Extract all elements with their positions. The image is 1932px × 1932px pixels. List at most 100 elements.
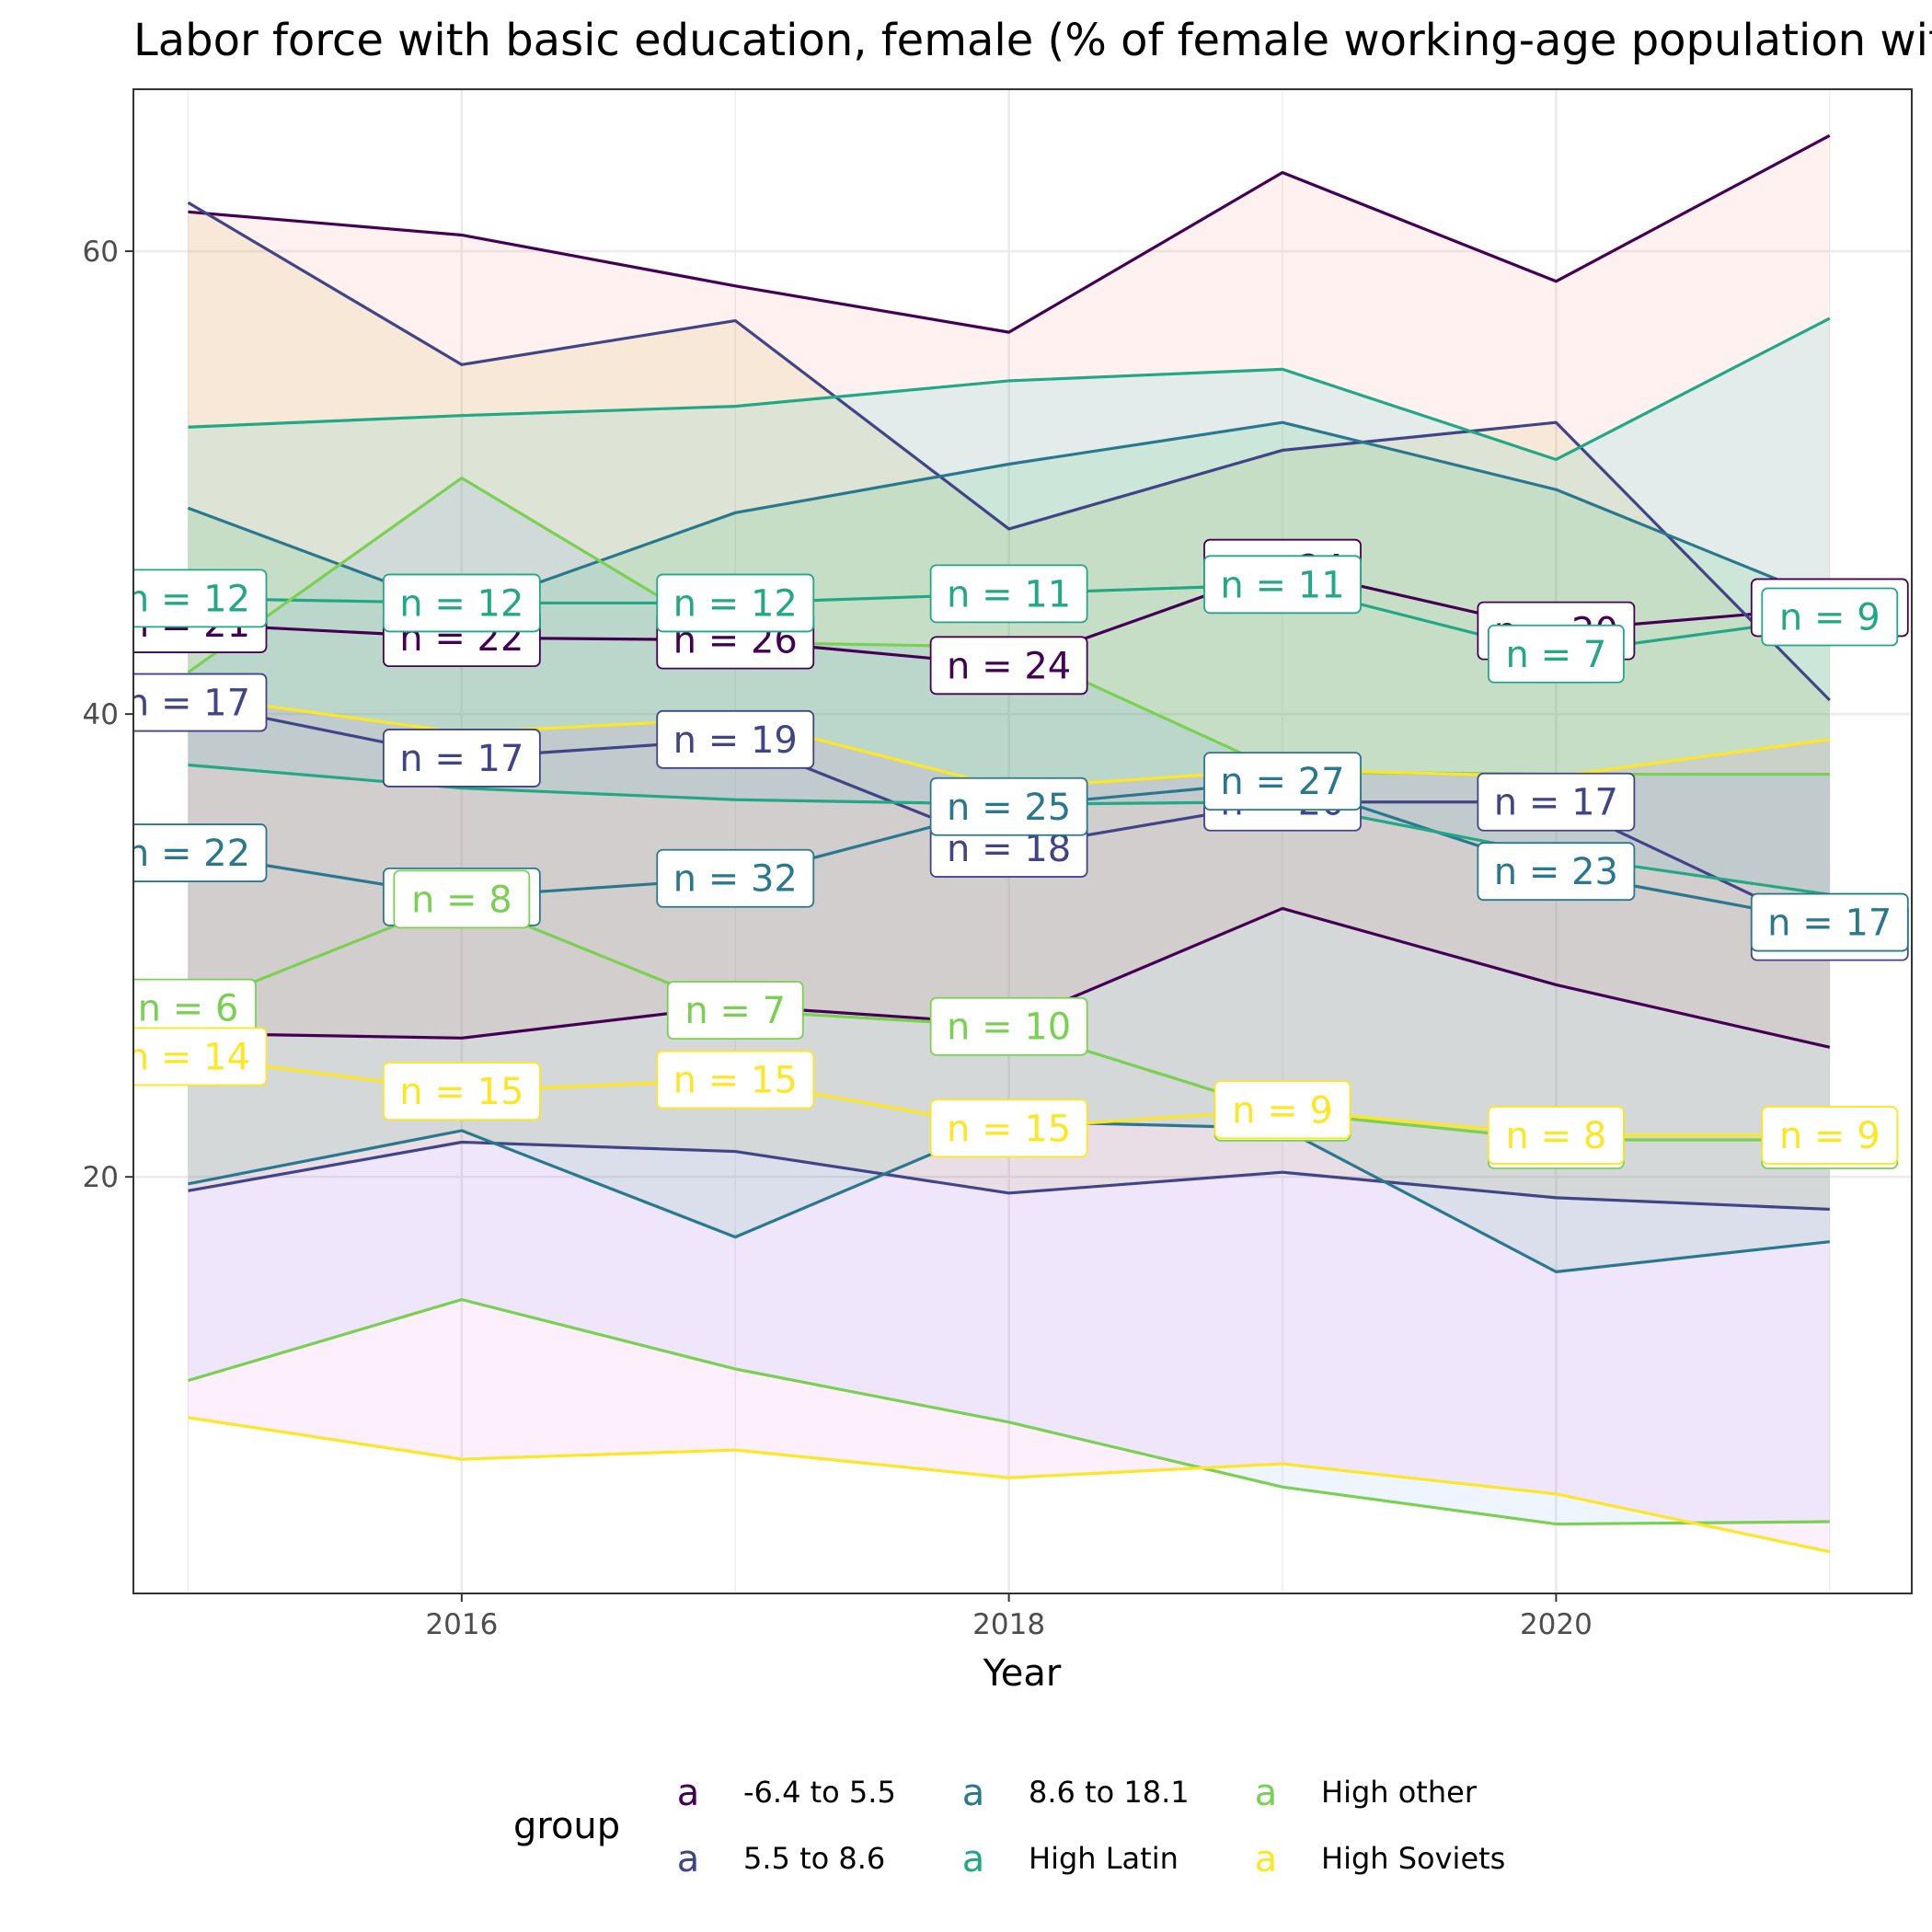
n-label-box bbox=[133, 1027, 268, 1087]
n-label: n = 32 bbox=[656, 848, 815, 908]
legend-label: 8.6 to 18.1 bbox=[1029, 1775, 1190, 1810]
x-axis-title: Year bbox=[983, 1652, 1062, 1695]
n-label-box bbox=[382, 573, 541, 633]
n-label-text: n = 12 bbox=[399, 582, 523, 625]
n-label: n = 17 bbox=[133, 673, 268, 732]
n-label-text: n = 17 bbox=[399, 738, 523, 780]
chart-title: Labor force with basic education, female… bbox=[133, 15, 1932, 66]
n-label-box bbox=[1477, 772, 1636, 832]
legend-item-8-6-to-18-1: a 8.6 to 18.1 bbox=[962, 1772, 1190, 1814]
legend-key: a bbox=[677, 1772, 700, 1814]
n-label: n = 12 bbox=[656, 573, 815, 633]
n-label-text: n = 14 bbox=[126, 1036, 250, 1078]
n-label: n = 17 bbox=[382, 729, 541, 788]
n-label: n = 22 bbox=[126, 823, 268, 882]
n-label: n = 11 bbox=[929, 564, 1088, 624]
n-label: n = 14 bbox=[126, 1027, 268, 1087]
n-label: n = 6 bbox=[133, 978, 257, 1038]
n-label: n = 7 bbox=[1488, 624, 1625, 684]
n-labels: n = 21n = 22n = 26n = 24n = 24n = 20n = … bbox=[126, 538, 1909, 1169]
n-label-text: n = 15 bbox=[947, 1108, 1071, 1150]
n-label-text: n = 23 bbox=[1494, 851, 1618, 893]
n-label: n = 9 bbox=[1213, 1080, 1351, 1140]
y-tick-label: 20 bbox=[83, 1161, 119, 1194]
legend-key: a bbox=[677, 1838, 700, 1880]
n-label-text: n = 10 bbox=[947, 1006, 1071, 1049]
n-label-box bbox=[1203, 555, 1362, 615]
n-label: n = 7 bbox=[666, 981, 804, 1041]
legend-item-high-latin: a High Latin bbox=[962, 1838, 1179, 1880]
n-label: n = 10 bbox=[929, 996, 1088, 1056]
n-label-text: n = 15 bbox=[673, 1060, 798, 1102]
line-max-high-latin bbox=[188, 316, 1831, 462]
n-label-text: n = 9 bbox=[1232, 1089, 1333, 1132]
n-label: n = 23 bbox=[1477, 842, 1636, 902]
legend-label: High Soviets bbox=[1321, 1841, 1505, 1876]
legend-key: a bbox=[1255, 1772, 1278, 1814]
n-label-box bbox=[133, 823, 268, 882]
n-label-box bbox=[382, 1062, 541, 1121]
legend: group a -6.4 to 5.5 a 5.5 to 8.6 a 8.6 to 18.… bbox=[513, 1772, 1505, 1880]
n-label-box bbox=[1203, 752, 1362, 811]
n-label-box bbox=[133, 569, 268, 628]
n-label: n = 27 bbox=[1203, 752, 1362, 811]
n-label-box bbox=[929, 776, 1088, 836]
n-label-box bbox=[929, 996, 1088, 1056]
n-label-text: n = 24 bbox=[947, 645, 1071, 687]
n-label: n = 15 bbox=[656, 1050, 815, 1110]
n-label-box bbox=[133, 673, 268, 732]
x-tick-label: 2016 bbox=[425, 1608, 498, 1641]
x-tick-label: 2018 bbox=[972, 1608, 1045, 1641]
n-label-box bbox=[656, 848, 815, 908]
legend-title: group bbox=[513, 1805, 620, 1847]
n-label-box bbox=[1750, 892, 1909, 952]
ribbon-5-5-to-8-6 bbox=[188, 202, 1830, 1210]
n-label-text: n = 32 bbox=[673, 858, 798, 901]
n-label-box bbox=[393, 869, 531, 929]
n-label-text: n = 9 bbox=[1779, 1115, 1880, 1157]
n-label: n = 15 bbox=[382, 1062, 541, 1121]
n-label-text: n = 8 bbox=[411, 879, 512, 921]
x-axis: 2016 2018 2020 bbox=[425, 1593, 1593, 1641]
n-label-box bbox=[1477, 842, 1636, 902]
n-label: n = 9 bbox=[1761, 587, 1899, 647]
line-max-5-5-to-8-6 bbox=[187, 201, 1831, 702]
n-label-box bbox=[1213, 1080, 1351, 1140]
n-label-box bbox=[1761, 587, 1899, 647]
n-label-text: n = 11 bbox=[947, 573, 1071, 615]
n-label-text: n = 7 bbox=[684, 990, 786, 1032]
legend-label: High other bbox=[1321, 1775, 1478, 1810]
legend-key: a bbox=[1255, 1838, 1278, 1880]
n-label-text: n = 17 bbox=[1494, 782, 1618, 824]
n-label-text: n = 27 bbox=[1220, 761, 1344, 803]
n-label-text: n = 11 bbox=[1220, 564, 1344, 606]
n-label-box bbox=[382, 729, 541, 788]
line-max-6-4-to-5-5 bbox=[188, 133, 1831, 334]
legend-key: a bbox=[962, 1838, 985, 1880]
n-label-box bbox=[656, 1050, 815, 1110]
line-min-high-other bbox=[188, 1297, 1830, 1526]
n-label: n = 9 bbox=[1761, 1106, 1899, 1165]
legend-item-6-4-to-5-5: a -6.4 to 5.5 bbox=[677, 1772, 896, 1814]
n-label: n = 8 bbox=[393, 869, 531, 929]
n-label-text: n = 7 bbox=[1506, 634, 1607, 676]
n-label: n = 15 bbox=[929, 1098, 1088, 1158]
legend-item-5-5-to-8-6: a 5.5 to 8.6 bbox=[677, 1838, 886, 1880]
plot-border bbox=[132, 88, 1913, 1594]
n-label: n = 11 bbox=[1203, 555, 1362, 615]
n-label: n = 8 bbox=[1488, 1106, 1625, 1165]
n-label-text: n = 9 bbox=[1779, 597, 1880, 639]
n-label-text: n = 22 bbox=[126, 833, 250, 875]
legend-label: -6.4 to 5.5 bbox=[743, 1775, 896, 1810]
n-label: n = 24 bbox=[929, 636, 1088, 696]
n-label: n = 25 bbox=[929, 776, 1088, 836]
n-label-box bbox=[656, 573, 815, 633]
n-label-box bbox=[1488, 1106, 1625, 1165]
n-label-text: n = 12 bbox=[126, 578, 250, 620]
n-label-box bbox=[1488, 624, 1625, 684]
n-label-box bbox=[666, 981, 804, 1041]
n-label: n = 17 bbox=[1750, 892, 1909, 952]
legend-key: a bbox=[962, 1772, 985, 1814]
n-label: n = 19 bbox=[656, 709, 815, 769]
